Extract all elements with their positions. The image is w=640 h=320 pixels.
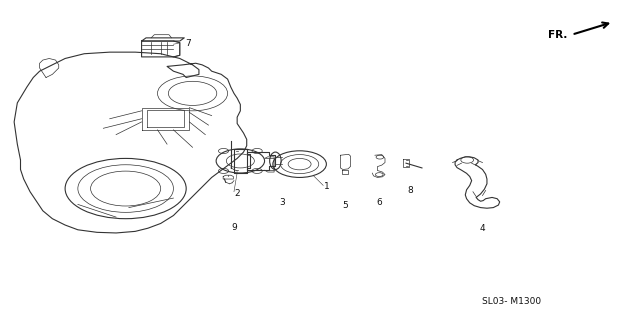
Text: 3: 3 [279, 198, 285, 207]
Text: 9: 9 [231, 223, 237, 232]
Text: 7: 7 [185, 39, 191, 48]
Text: 6: 6 [376, 198, 382, 207]
Text: FR.: FR. [548, 30, 567, 40]
Text: 2: 2 [234, 189, 240, 198]
Text: 4: 4 [479, 224, 485, 233]
Text: SL03- M1300: SL03- M1300 [482, 297, 541, 306]
Text: 5: 5 [342, 202, 348, 211]
Text: 1: 1 [323, 182, 329, 191]
Text: 8: 8 [407, 186, 413, 195]
